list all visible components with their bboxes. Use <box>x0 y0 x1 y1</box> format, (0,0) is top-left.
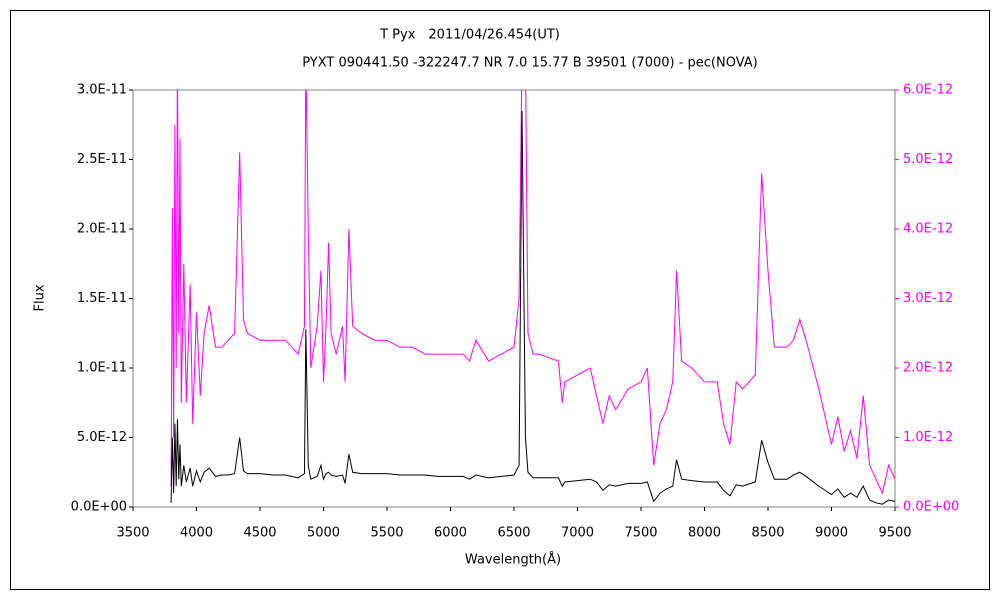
y2-tick-label: 3.0E-12 <box>903 291 953 306</box>
x-tick-label: 6500 <box>497 526 530 541</box>
y-tick-label: 1.0E-11 <box>77 361 127 376</box>
y-axis-label: Flux <box>33 284 48 311</box>
x-tick-label: 5500 <box>370 526 403 541</box>
y2-tick-label: 2.0E-12 <box>903 361 953 376</box>
spectrum-line <box>170 110 895 505</box>
x-tick-label: 4500 <box>243 526 276 541</box>
y-tick-label: 0.0E+00 <box>71 500 127 515</box>
y2-tick-label: 4.0E-12 <box>903 222 953 237</box>
x-tick-label: 3500 <box>116 526 149 541</box>
y-tick-label: 3.0E-11 <box>77 83 127 98</box>
x-tick-label: 7500 <box>624 526 657 541</box>
x-tick-label: 5000 <box>307 526 340 541</box>
plot-area <box>132 89 896 508</box>
chart-title: T Pyx 2011/04/26.454(UT) <box>379 28 560 43</box>
y2-tick-label: 5.0E-12 <box>903 152 953 167</box>
x-axis-label: Wavelength(Å) <box>465 552 561 568</box>
y2-tick-label: 6.0E-12 <box>903 83 953 98</box>
y2-tick-label: 0.0E+00 <box>903 500 959 515</box>
y-tick-label: 2.0E-11 <box>77 222 127 237</box>
x-tick-label: 4000 <box>180 526 213 541</box>
y-tick-label: 1.5E-11 <box>77 291 127 306</box>
y-tick-label: 5.0E-12 <box>77 430 127 445</box>
x-tick-label: 8000 <box>688 526 721 541</box>
x-tick-label: 7000 <box>561 526 594 541</box>
x-tick-label: 9500 <box>878 526 911 541</box>
plot-lines <box>170 90 895 505</box>
x-tick-label: 8500 <box>751 526 784 541</box>
x-tick-label: 9000 <box>815 526 848 541</box>
spectrum-line <box>170 90 895 495</box>
chart-subtitle: PYXT 090441.50 -322247.7 NR 7.0 15.77 B … <box>302 56 758 71</box>
y-tick-label: 2.5E-11 <box>77 152 127 167</box>
y2-tick-label: 1.0E-12 <box>903 430 953 445</box>
x-tick-label: 6000 <box>434 526 467 541</box>
